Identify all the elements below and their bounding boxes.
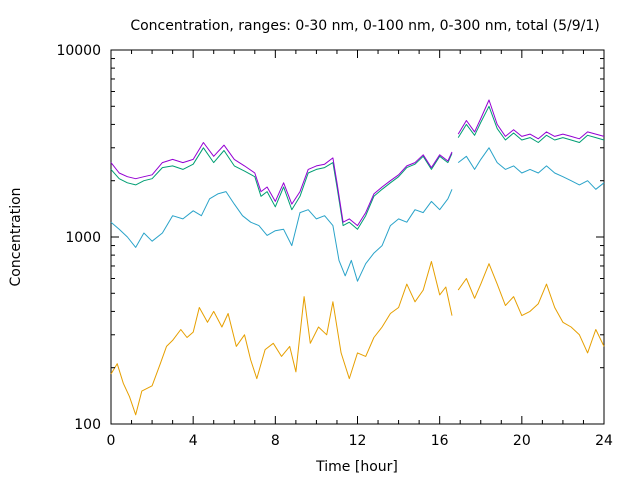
x-tick-label: 4 [189, 433, 198, 449]
series-line-2 [110, 189, 453, 282]
x-tick-label: 8 [271, 433, 280, 449]
chart-title: Concentration, ranges: 0-30 nm, 0-100 nm… [130, 18, 599, 34]
series-line-6 [110, 142, 453, 227]
series-layer [110, 99, 605, 416]
plot-frame [110, 49, 605, 425]
series-line-1 [457, 263, 605, 354]
series-line-5 [457, 105, 605, 143]
y-tick-label: 100 [74, 417, 101, 433]
series-line-7 [457, 99, 605, 140]
y-tick-label: 10000 [56, 43, 101, 59]
x-tick-label: 12 [349, 433, 367, 449]
x-axis: 0 4 8 12 16 20 24 [107, 50, 613, 449]
y-axis: 100 1000 10000 [56, 43, 604, 433]
x-tick-label: 16 [431, 433, 449, 449]
y-tick-label: 1000 [65, 230, 101, 246]
x-axis-label: Time [hour] [315, 459, 398, 475]
series-line-4 [110, 147, 453, 230]
series-line-0 [110, 261, 453, 416]
series-line-3 [457, 147, 605, 190]
y-axis-label: Concentration [8, 187, 24, 286]
x-tick-label: 20 [513, 433, 531, 449]
x-tick-label: 24 [595, 433, 613, 449]
x-tick-label: 0 [107, 433, 116, 449]
